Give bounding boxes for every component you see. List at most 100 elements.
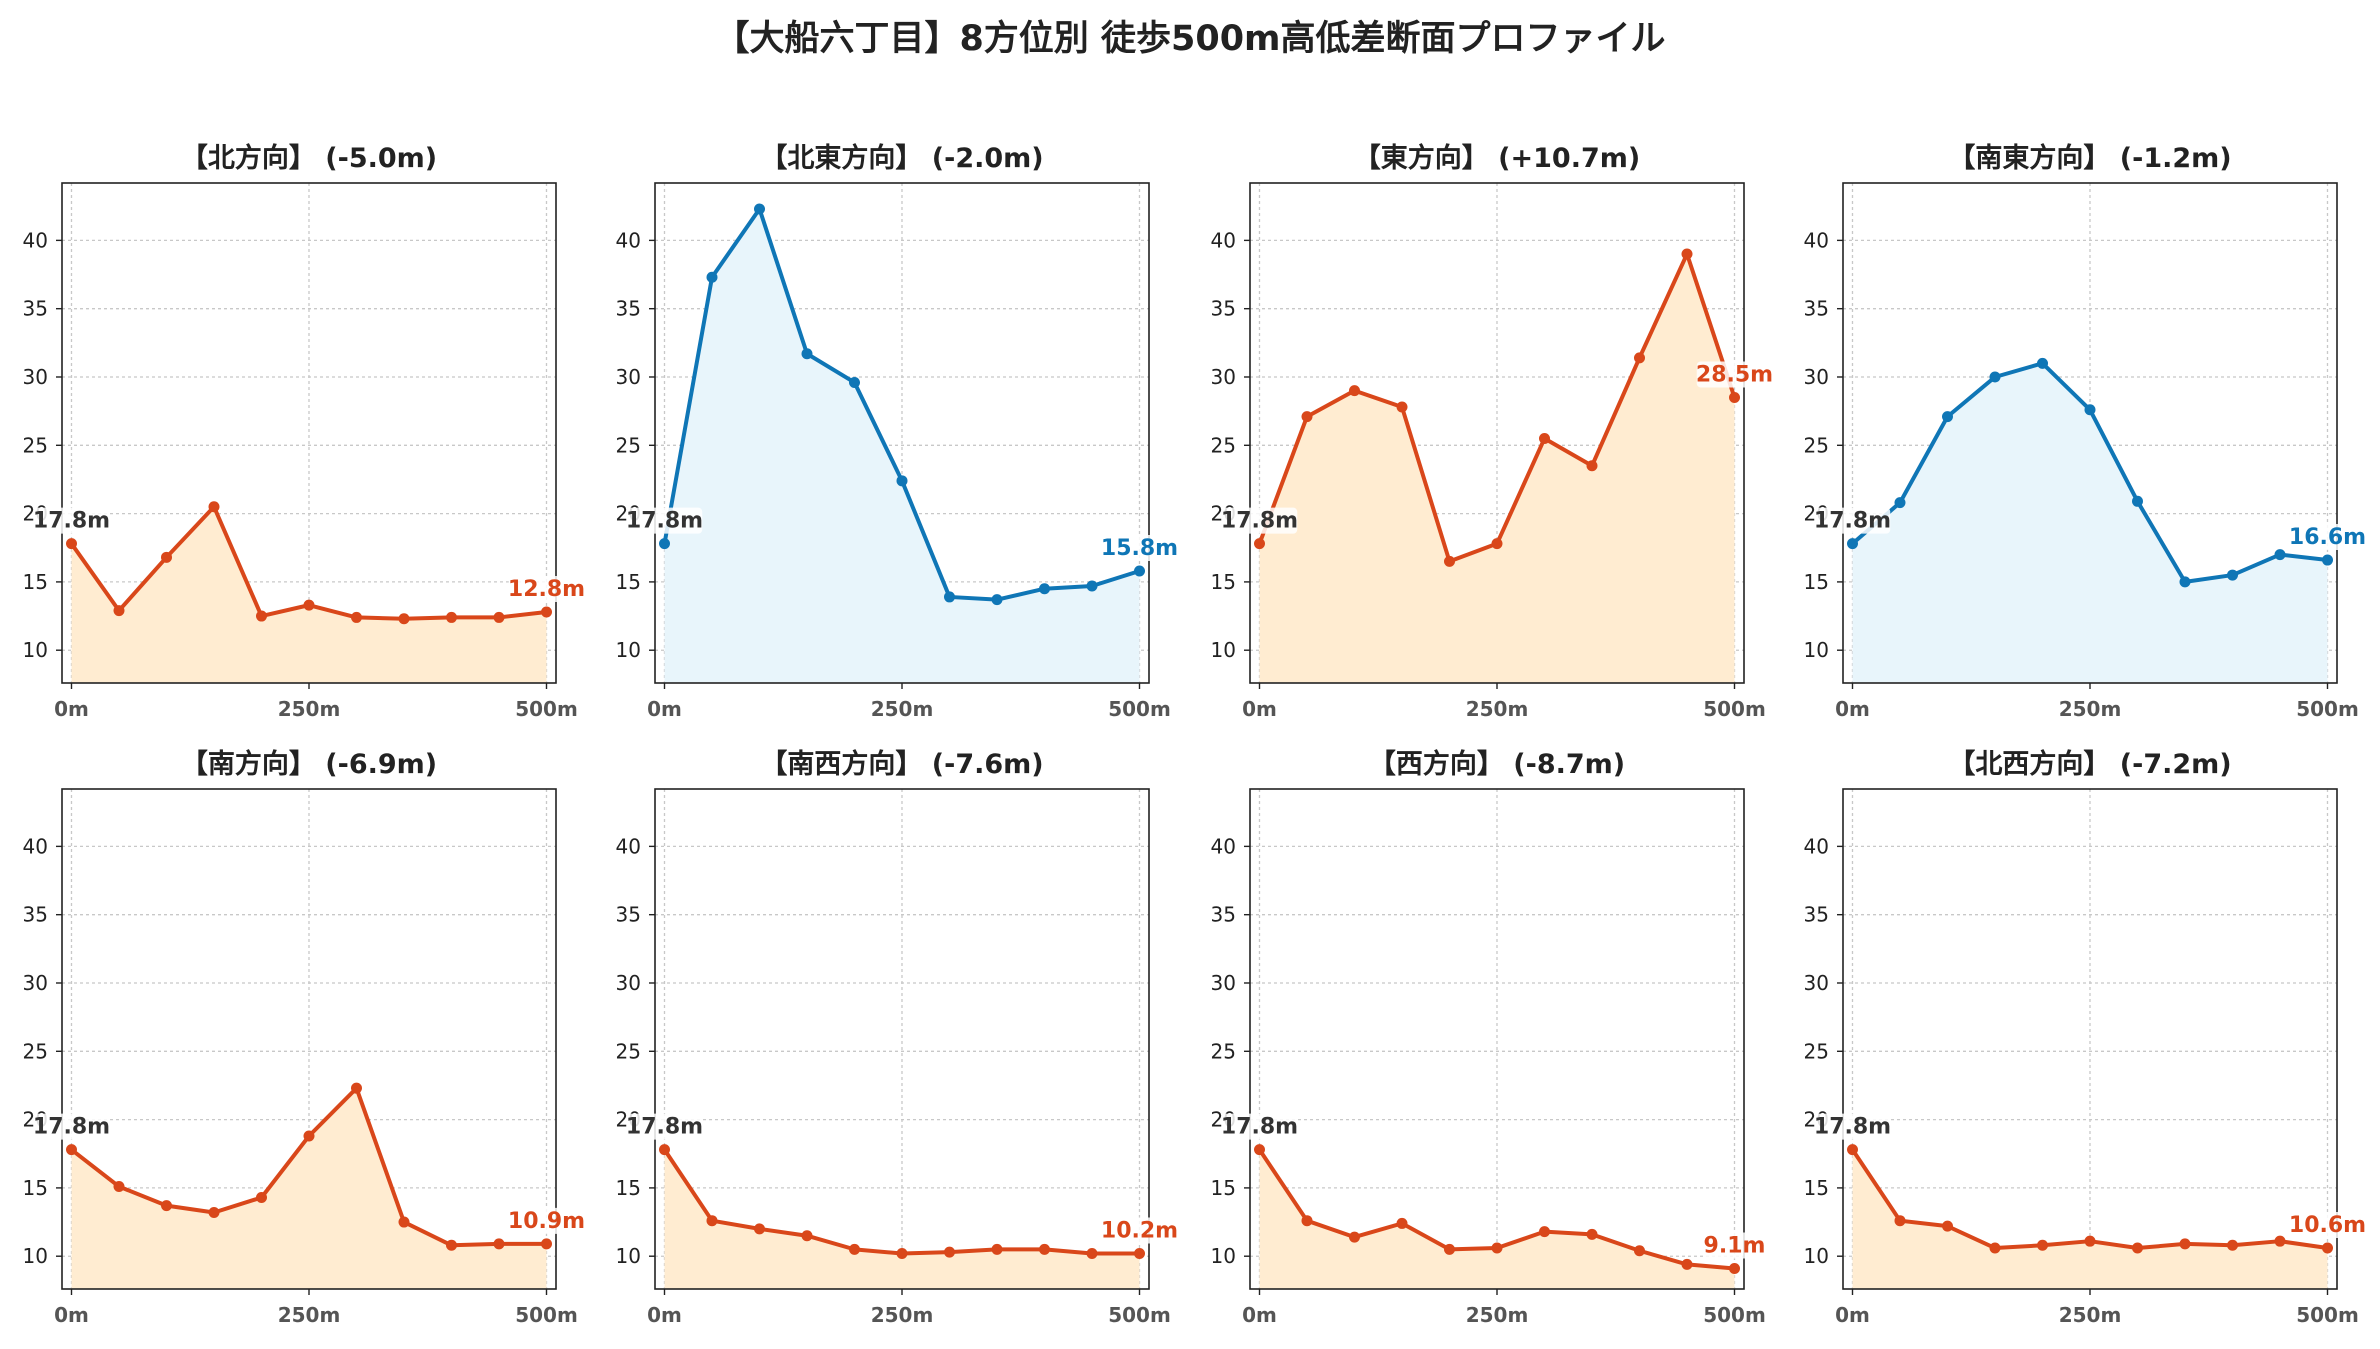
data-point [1349,1231,1360,1243]
data-point [659,1144,670,1156]
data-point [1894,1215,1906,1227]
y-tick-label: 35 [1211,297,1236,321]
data-point [1847,538,1858,550]
y-tick-label: 10 [616,638,641,662]
chart-title: 【北東方向】 (-2.0m) [760,142,1043,174]
start-elevation-label-background [33,1113,110,1140]
y-tick-label: 10 [23,1244,48,1268]
y-tick-label: 15 [616,1176,641,1200]
end-elevation-label-background [1696,361,1773,388]
data-point [541,1238,552,1250]
end-elevation-label-background [2289,524,2366,551]
y-tick-label: 10 [1211,638,1236,662]
end-elevation-label: 15.8m [1101,536,1178,561]
end-elevation-label-background [508,575,585,602]
y-tick-label: 10 [1804,638,1829,662]
end-elevation-label: 9.1m [1704,1234,1766,1259]
chart-panel: 【北方向】 (-5.0m)101520253035400m250m500m17.… [23,142,586,721]
data-point [1729,1263,1740,1275]
y-tick-label: 10 [1211,1244,1236,1268]
x-tick-label: 500m [515,1303,578,1327]
y-tick-label: 40 [1804,834,1829,858]
data-point [1134,1247,1145,1259]
x-tick-label: 250m [2059,697,2122,721]
data-point [1086,1247,1098,1259]
elevation-fill [1852,363,2328,683]
y-tick-label: 15 [1211,1176,1236,1200]
data-point [493,611,505,623]
data-point [1586,1228,1598,1240]
data-point [1396,1217,1408,1229]
y-tick-label: 10 [1804,1244,1829,1268]
elevation-fill [1852,1149,2328,1289]
x-tick-label: 250m [871,1303,934,1327]
data-point [849,376,860,388]
y-tick-label: 30 [1804,971,1829,995]
data-point [896,475,908,487]
chart-panel: 【南東方向】 (-1.2m)101520253035400m250m500m17… [1804,142,2367,721]
data-point [303,1130,315,1142]
start-elevation-label-background [1221,507,1298,534]
data-point [2322,1242,2333,1254]
x-tick-label: 500m [515,697,578,721]
chart-title: 【南東方向】 (-1.2m) [1948,142,2231,174]
start-elevation-label-background [1814,1113,1891,1140]
data-point [2322,554,2333,566]
x-tick-label: 0m [1242,1303,1277,1327]
data-point [1539,432,1550,444]
data-point [2132,1242,2143,1254]
data-point [1254,538,1265,550]
end-elevation-label-background [508,1207,585,1234]
data-point [446,1239,457,1251]
start-elevation-label: 17.8m [33,1115,110,1140]
start-elevation-label-background [33,507,110,534]
start-elevation-label: 17.8m [1221,509,1298,534]
data-point [161,1200,172,1212]
data-point [1989,371,2001,383]
chart-panel: 【東方向】 (+10.7m)101520253035400m250m500m17… [1211,142,1774,721]
end-elevation-label: 28.5m [1696,362,1773,387]
data-point [2227,1239,2238,1251]
data-point [1444,1243,1455,1255]
data-point [303,599,315,611]
y-tick-label: 25 [1211,433,1236,457]
chart-panel: 【西方向】 (-8.7m)101520253035400m250m500m17.… [1211,748,1766,1327]
x-tick-label: 0m [1835,1303,1870,1327]
y-tick-label: 35 [1211,903,1236,927]
start-elevation-label-background [626,507,703,534]
x-tick-label: 500m [2296,1303,2359,1327]
y-tick-label: 10 [23,638,48,662]
end-elevation-label: 10.9m [508,1209,585,1234]
data-point [208,1206,220,1218]
data-point [256,610,267,622]
data-point [1086,580,1098,592]
data-point [1539,1226,1550,1238]
y-tick-label: 15 [23,570,48,594]
y-tick-label: 30 [23,365,48,389]
y-tick-label: 35 [1804,297,1829,321]
y-tick-label: 25 [1211,1039,1236,1063]
y-tick-label: 25 [23,1039,48,1063]
data-point [991,594,1003,606]
data-point [208,501,220,513]
data-point [2037,1239,2048,1251]
data-point [1491,1242,1503,1254]
data-point [1942,1220,1953,1232]
data-point [849,1243,860,1255]
start-elevation-label-background [1814,507,1891,534]
y-tick-label: 25 [616,1039,641,1063]
data-point [351,1082,362,1094]
data-point [1444,555,1455,567]
x-tick-label: 500m [2296,697,2359,721]
data-point [2084,1235,2096,1247]
y-tick-label: 35 [23,903,48,927]
end-elevation-label: 12.8m [508,577,585,602]
data-point [1729,391,1740,403]
y-tick-label: 25 [616,433,641,457]
data-point [1301,1215,1313,1227]
x-tick-label: 250m [1466,1303,1529,1327]
elevation-fill [664,208,1140,683]
data-point [1681,248,1693,260]
y-tick-label: 30 [1804,365,1829,389]
